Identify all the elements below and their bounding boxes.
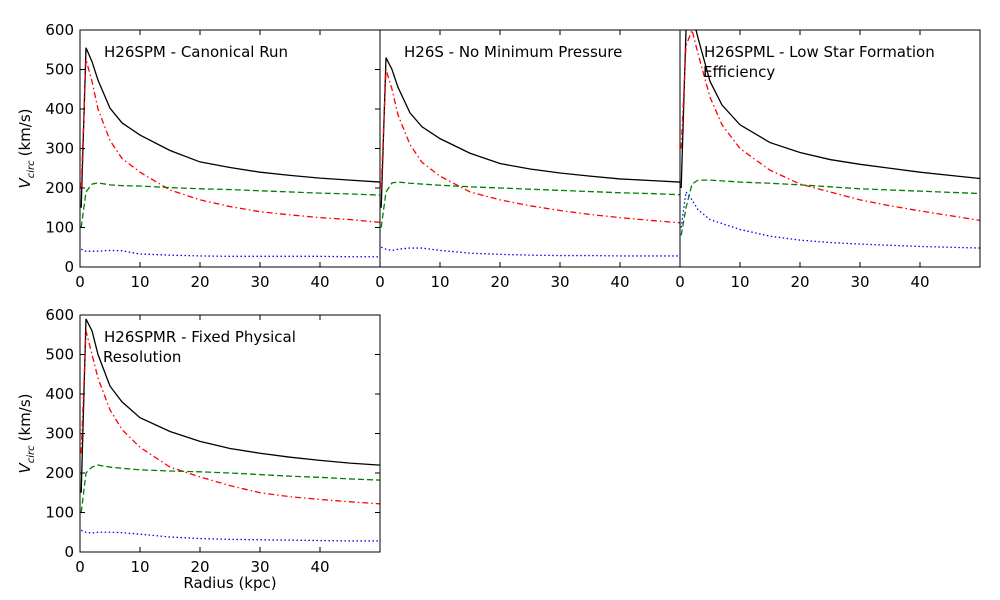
plot-area [80,315,380,552]
x-tick-label: 20 [190,558,209,576]
x-tick-label: 30 [850,273,869,291]
x-axis-label: Radius (kpc) [183,574,276,592]
x-tick-label: 0 [75,558,85,576]
series-line [680,30,980,189]
panel-title: H26SPM - Canonical Run [104,43,288,61]
x-tick-label: 10 [130,558,149,576]
y-tick-label: 300 [45,425,74,443]
plot-frame [679,29,981,268]
series-line [80,182,380,228]
series-line [380,69,680,224]
x-tick-label: 30 [250,273,269,291]
y-label-symbol: V [16,177,34,189]
x-tick-label: 40 [910,273,929,291]
y-label-symbol: V [16,462,34,474]
series-line [80,464,380,513]
x-tick-label: 0 [75,273,85,291]
x-tick-label: 0 [375,273,385,291]
y-axis-label: Vcirc (km/s) [16,108,37,188]
plot-area [380,30,680,267]
x-tick-label: 0 [675,273,685,291]
series-line [80,318,380,493]
series-line [680,179,980,236]
series-line [80,59,380,224]
x-tick-label: 20 [790,273,809,291]
series-line [680,30,980,222]
x-tick-label: 40 [310,273,329,291]
x-tick-label: 10 [730,273,749,291]
panel-title: H26SPML - Low Star Formation [704,43,935,61]
series-line [380,181,680,228]
y-tick-label: 400 [45,385,74,403]
panel-title: Efficiency [703,63,775,81]
y-tick-label: 100 [45,219,74,237]
series-line [80,248,380,258]
y-axis-label: Vcirc (km/s) [16,393,37,473]
x-tick-label: 20 [190,273,209,291]
y-label-unit: (km/s) [16,108,34,156]
series-line [80,529,380,542]
y-tick-label: 100 [45,504,74,522]
panel-title: H26SPMR - Fixed Physical [104,328,296,346]
x-tick-label: 40 [310,558,329,576]
y-tick-label: 300 [45,140,74,158]
y-label-subscript: circ [26,160,37,178]
y-tick-label: 500 [45,61,74,79]
y-tick-label: 500 [45,346,74,364]
y-tick-label: 200 [45,179,74,197]
y-label-unit: (km/s) [16,393,34,441]
series-line [80,47,380,208]
series-line [80,330,380,505]
series-line [380,246,680,257]
x-tick-label: 30 [250,558,269,576]
x-tick-label: 40 [610,273,629,291]
x-tick-label: 20 [490,273,509,291]
y-tick-label: 600 [45,21,74,39]
y-tick-label: 400 [45,100,74,118]
y-tick-label: 600 [45,306,74,324]
y-tick-label: 0 [64,543,74,561]
plot-area [680,30,980,267]
panel-title: Resolution [103,348,181,366]
series-line [380,57,680,208]
y-tick-label: 0 [64,258,74,276]
y-label-subscript: circ [26,445,37,463]
x-tick-label: 30 [550,273,569,291]
y-tick-label: 200 [45,464,74,482]
x-tick-label: 10 [430,273,449,291]
panel-title: H26S - No Minimum Pressure [404,43,622,61]
x-tick-label: 10 [130,273,149,291]
plot-area [80,30,380,267]
